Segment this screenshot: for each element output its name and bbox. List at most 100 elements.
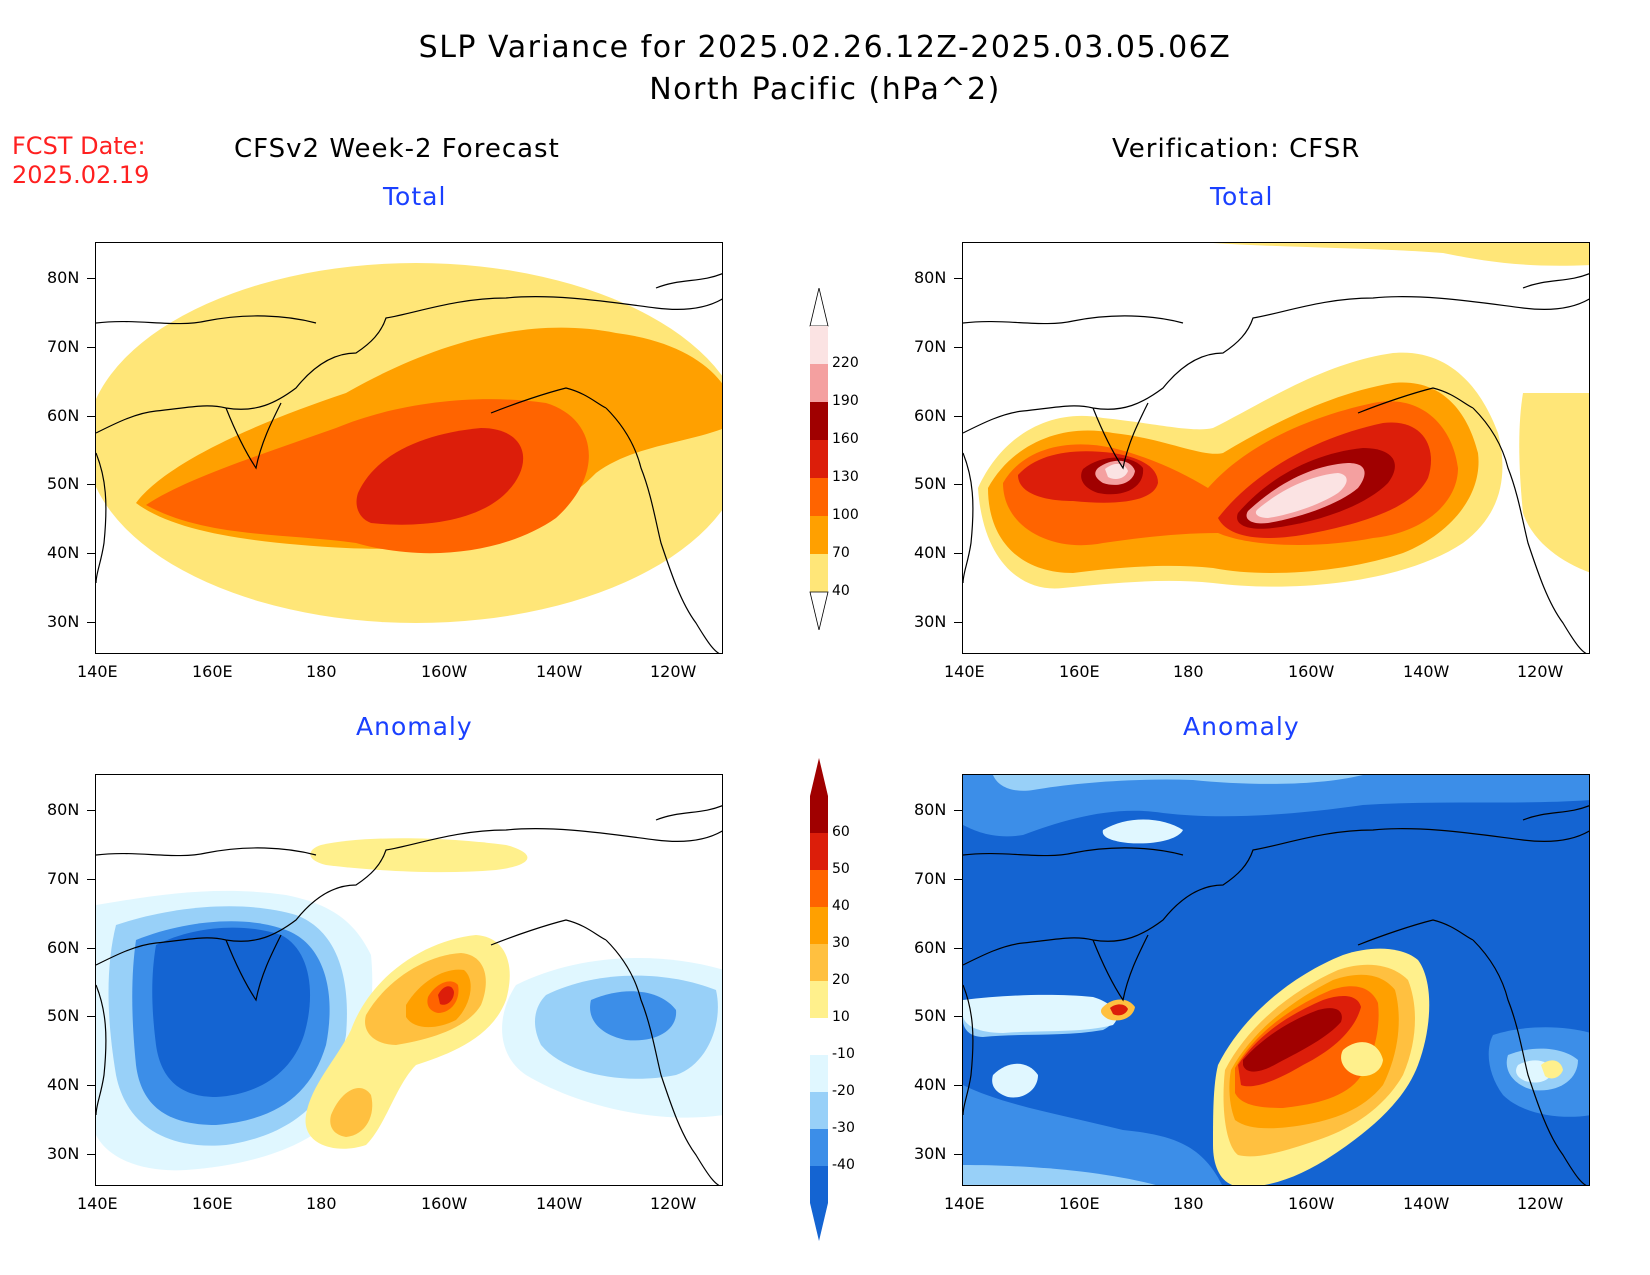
contour-130 [356,428,524,525]
contour-neg-center [1341,1042,1383,1077]
colorbar-swatch [810,1055,828,1092]
contour-neg10c [992,1063,1038,1098]
colorbar-swatch [810,440,828,478]
lat-tick-label: 60N [914,938,947,957]
colorbar-label: -30 [832,1120,855,1136]
lat-tick-label: 40N [47,1075,80,1094]
lat-tick-mark [954,810,962,811]
lon-tick-label: 140W [1403,1194,1450,1213]
lon-tick-label: 160E [192,1194,233,1213]
lat-tick-mark [954,1085,962,1086]
lat-tick-label: 50N [47,474,80,493]
lat-tick-label: 80N [914,800,947,819]
colorbar-label: 20 [832,972,850,988]
coastline [963,805,1589,1185]
contour-10-right [1541,1060,1563,1079]
colorbar-swatch [810,554,828,592]
lat-tick-mark [954,1154,962,1155]
lat-tick-mark [87,879,95,880]
lat-tick-label: 80N [47,800,80,819]
lat-tick-label: 40N [47,543,80,562]
lat-tick-mark [87,347,95,348]
lat-tick-label: 80N [914,268,947,287]
page-subtitle: North Pacific (hPa^2) [649,72,1001,107]
lat-tick-label: 50N [914,474,947,493]
map-forecast-total [95,242,723,654]
lat-tick-label: 70N [47,869,80,888]
lat-tick-label: 70N [914,869,947,888]
lon-tick-label: 160E [192,662,233,681]
panel-label-forecast-total: Total [383,182,447,211]
colorbar-label: -20 [832,1083,855,1099]
lat-tick-mark [954,1016,962,1017]
lon-tick-label: 120W [650,662,697,681]
colorbar-swatch [810,1092,828,1129]
colorbar-label: 50 [832,861,850,877]
lat-tick-mark [87,622,95,623]
panel-label-verification-anomaly: Anomaly [1183,712,1300,741]
colorbar-label: 60 [832,824,850,840]
lon-tick-label: 120W [650,1194,697,1213]
lat-tick-label: 60N [47,406,80,425]
lat-tick-mark [87,1085,95,1086]
lon-tick-label: 160E [1059,662,1100,681]
colorbar-swatch [810,1129,828,1166]
contour-neg30b [590,991,677,1041]
colorbar-anomaly: 60 50 40 30 20 10 -10 -20 -30 -40 [808,758,868,1241]
colorbar-swatch [810,516,828,554]
lat-tick-mark [87,1154,95,1155]
lon-tick-label: 140W [536,1194,583,1213]
colorbar-swatch [810,796,828,833]
lat-tick-mark [87,416,95,417]
lat-tick-mark [954,553,962,554]
colorbar-label: 40 [832,583,850,599]
colorbar-label: 30 [832,935,850,951]
right-column-title: Verification: CFSR [1112,134,1361,164]
lat-tick-label: 30N [914,612,947,631]
panel-label-verification-total: Total [1210,182,1274,211]
lat-tick-label: 60N [914,406,947,425]
colorbar-swatch [810,944,828,981]
map-verification-total [962,242,1590,654]
lon-tick-label: 120W [1517,662,1564,681]
colorbar-swatch [810,478,828,516]
colorbar-swatch [810,1166,828,1203]
colorbar-swatch [810,364,828,402]
colorbar-label: 130 [832,469,859,485]
lon-tick-label: 160W [421,662,468,681]
lat-tick-label: 30N [914,1144,947,1163]
lon-tick-label: 120W [1517,1194,1564,1213]
contour-neg20 [993,775,1363,791]
contour-neg10 [1102,819,1183,844]
colorbar-label: 160 [832,431,859,447]
lat-tick-mark [87,553,95,554]
colorbar-label: -40 [832,1157,855,1173]
lat-tick-mark [954,948,962,949]
fcst-date-label: FCST Date: [12,132,146,160]
lat-tick-mark [954,879,962,880]
lat-tick-mark [87,278,95,279]
colorbar-label: 10 [832,1009,850,1025]
lat-tick-mark [87,810,95,811]
lat-tick-label: 80N [47,268,80,287]
lat-tick-mark [87,948,95,949]
lat-tick-label: 60N [47,938,80,957]
contour-60-west [1110,1004,1128,1016]
contour-neg10b [963,994,1117,1033]
lat-tick-label: 30N [47,612,80,631]
contour-60 [1243,1008,1342,1072]
colorbar-swatch [810,907,828,944]
lon-tick-label: 140E [77,662,118,681]
colorbar-arrow-bottom [810,1203,828,1241]
panel-label-forecast-anomaly: Anomaly [356,712,473,741]
contour-220b [1255,473,1347,518]
lon-tick-label: 180 [1173,1194,1204,1213]
lat-tick-label: 40N [914,543,947,562]
lat-tick-mark [954,622,962,623]
lat-tick-label: 40N [914,1075,947,1094]
colorbar-swatch [810,981,828,1018]
colorbar-swatches [810,758,828,1241]
colorbar-arrow-top [810,758,828,796]
lon-tick-label: 140E [944,662,985,681]
fcst-date-value: 2025.02.19 [12,161,150,189]
